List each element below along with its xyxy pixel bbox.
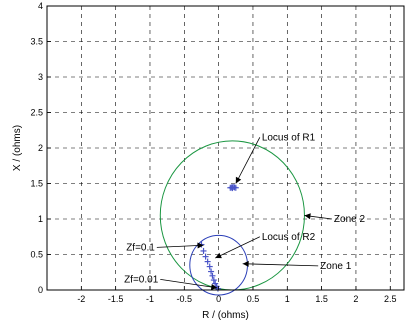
annotation-arrowhead bbox=[304, 213, 311, 220]
annotation-arrow-line bbox=[235, 137, 261, 184]
locus-point-s1-5 bbox=[229, 185, 236, 192]
plot-frame bbox=[46, 5, 405, 291]
x-tick-label-0: -2 bbox=[77, 294, 85, 304]
x-tick-label-5: 0.5 bbox=[247, 294, 260, 304]
annotation-arrow-line bbox=[242, 263, 319, 267]
y-tick-label-8: 4 bbox=[38, 1, 43, 11]
zone-circle-2 bbox=[159, 140, 305, 291]
annotation-label: Locus of R2 bbox=[262, 232, 316, 243]
annotations: Locus of R1 Zone 2 Locus of R2 Zone 1 Zf=0.1… bbox=[124, 132, 365, 290]
x-tick-label-8: 2 bbox=[353, 294, 358, 304]
annotation-label: Zf=0.1 bbox=[126, 242, 155, 253]
x-tick-label-4: 0 bbox=[216, 294, 221, 304]
y-tick-label-2: 1 bbox=[38, 214, 43, 224]
x-tick-label-2: -1 bbox=[146, 294, 154, 304]
annotation-arrowhead bbox=[197, 242, 204, 249]
locus-point-s2-4 bbox=[206, 263, 213, 270]
annotation-arrowhead bbox=[235, 176, 242, 184]
annotation-label: Locus of R1 bbox=[262, 132, 316, 143]
locus-point-s2-8 bbox=[212, 280, 219, 287]
locus-point-s2-7 bbox=[210, 277, 217, 284]
tick-labels: -2 -1.5 -1 -0.5 0 0.5 1 1.5 2 2.5 0 0.5 1 1.5 2 2.5 3 3.5… bbox=[30, 1, 396, 304]
annotation-3: Zone 1 bbox=[242, 260, 352, 272]
x-tick-label-6: 1 bbox=[285, 294, 290, 304]
y-tick-label-5: 2.5 bbox=[30, 108, 43, 118]
annotation-4: Zf=0.1 bbox=[126, 242, 204, 253]
annotation-label: Zf=0.01 bbox=[124, 274, 159, 285]
annotation-arrowhead bbox=[242, 260, 249, 267]
grid-lines bbox=[47, 6, 404, 290]
locus-point-s2-3 bbox=[204, 258, 211, 265]
y-tick-label-6: 3 bbox=[38, 72, 43, 82]
annotation-arrow-line bbox=[215, 236, 260, 259]
y-tick-label-3: 1.5 bbox=[30, 179, 43, 189]
annotation-5: Zf=0.01 bbox=[124, 274, 218, 290]
y-tick-label-4: 2 bbox=[38, 143, 43, 153]
annotation-label: Zone 1 bbox=[320, 261, 352, 272]
y-tick-label-0: 0 bbox=[38, 285, 43, 295]
y-axis-label: X / (ohms) bbox=[12, 125, 23, 171]
annotation-0: Locus of R1 bbox=[235, 132, 316, 184]
annotation-arrow-line bbox=[160, 278, 218, 289]
annotation-1: Zone 2 bbox=[304, 213, 365, 225]
annotation-arrow-line bbox=[156, 244, 204, 248]
locus-point-s2-2 bbox=[202, 253, 209, 260]
annotation-2: Locus of R2 bbox=[215, 232, 316, 259]
locus-point-s2-1 bbox=[200, 247, 207, 254]
x-tick-label-7: 1.5 bbox=[315, 294, 328, 304]
x-axis-label: R / (ohms) bbox=[202, 310, 249, 321]
x-tick-label-1: -1.5 bbox=[108, 294, 124, 304]
annotation-arrowhead bbox=[210, 284, 218, 290]
x-tick-label-9: 2.5 bbox=[384, 294, 397, 304]
y-tick-label-7: 3.5 bbox=[30, 37, 43, 47]
zone-circles bbox=[159, 140, 305, 296]
locus-points bbox=[198, 184, 239, 292]
annotation-arrowhead bbox=[215, 252, 222, 259]
y-tick-label-1: 0.5 bbox=[30, 250, 43, 260]
locus-point-s2-6 bbox=[209, 272, 216, 279]
annotation-label: Zone 2 bbox=[334, 214, 366, 225]
locus-point-s2-10 bbox=[214, 285, 221, 292]
locus-point-s2-5 bbox=[208, 268, 215, 275]
x-tick-label-3: -0.5 bbox=[177, 294, 193, 304]
